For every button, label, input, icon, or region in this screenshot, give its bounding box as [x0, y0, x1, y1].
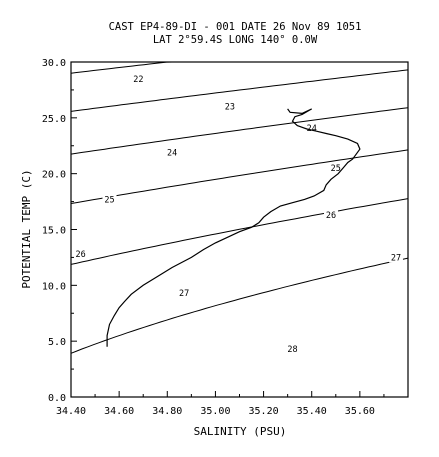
isopycnal-26 — [70, 149, 409, 204]
contour-label-28: 28 — [287, 345, 297, 355]
contour-label-22: 22 — [133, 75, 143, 85]
x-tick-label: 35.40 — [297, 406, 327, 417]
x-tick-label: 35.60 — [345, 406, 375, 417]
chart-title-line2: LAT 2°59.4S LONG 140° 0.0W — [153, 34, 318, 46]
y-axis-label: POTENTIAL TEMP (C) — [20, 169, 33, 288]
contour-label-bg-7 — [73, 249, 88, 260]
y-tick-label: 5.0 — [48, 337, 66, 348]
contour-label-bg-9 — [177, 288, 192, 299]
data-series — [106, 108, 361, 347]
x-tick-label: 35.00 — [200, 406, 230, 417]
x-tick-label: 34.40 — [56, 406, 86, 417]
y-tick-label: 25.0 — [42, 114, 66, 125]
contour-label-bg-5 — [102, 194, 117, 205]
x-tick-label: 34.60 — [104, 406, 134, 417]
x-axis: 34.40 34.60 34.80 35.00 35.20 35.40 35.60 — [56, 391, 385, 417]
y-tick-label: 10.0 — [42, 281, 66, 292]
contour-lines — [70, 61, 409, 354]
contour-label-26: 26 — [76, 250, 86, 260]
contour-label-27: 27 — [391, 253, 401, 263]
contour-label-24: 24 — [307, 124, 317, 134]
x-axis-label: SALINITY (PSU) — [194, 425, 287, 438]
contour-label-bg-1 — [222, 101, 237, 112]
y-tick-label: 15.0 — [42, 226, 66, 237]
contour-label-bg-6 — [323, 209, 338, 220]
y-tick-label: 0.0 — [48, 393, 66, 404]
contour-label-23: 23 — [225, 103, 235, 113]
y-tick-label: 20.0 — [42, 170, 66, 181]
isopycnal-28 — [70, 257, 409, 354]
contour-label-bg-4 — [328, 163, 343, 174]
contour-label-bg-0 — [131, 73, 146, 84]
x-tick-label: 35.20 — [249, 406, 279, 417]
chart-title-line1: CAST EP4-89-DI - 001 DATE 26 Nov 89 1051 — [109, 21, 362, 33]
contour-labels: 22 23 24 24 25 25 26 26 27 27 28 — [73, 73, 403, 355]
contour-label-bg-8 — [388, 252, 403, 263]
ts-profile-line — [106, 108, 361, 347]
contour-label-26: 26 — [326, 211, 336, 221]
isopycnal-23 — [70, 61, 364, 74]
contour-label-bg-2 — [304, 122, 319, 133]
isopycnal-27 — [70, 198, 409, 265]
y-tick-label: 30.0 — [42, 58, 66, 69]
contour-label-27: 27 — [179, 289, 189, 299]
contour-label-24: 24 — [167, 148, 177, 158]
contour-label-bg-10 — [285, 343, 300, 354]
isopycnal-24 — [70, 69, 409, 112]
contour-label-25: 25 — [104, 195, 114, 205]
contour-label-bg-3 — [165, 147, 180, 158]
x-tick-label: 34.80 — [152, 406, 182, 417]
contour-label-25: 25 — [331, 164, 341, 174]
isopycnal-25 — [70, 107, 409, 155]
y-axis: 0.0 5.0 10.0 15.0 20.0 25.0 30.0 — [42, 58, 77, 404]
